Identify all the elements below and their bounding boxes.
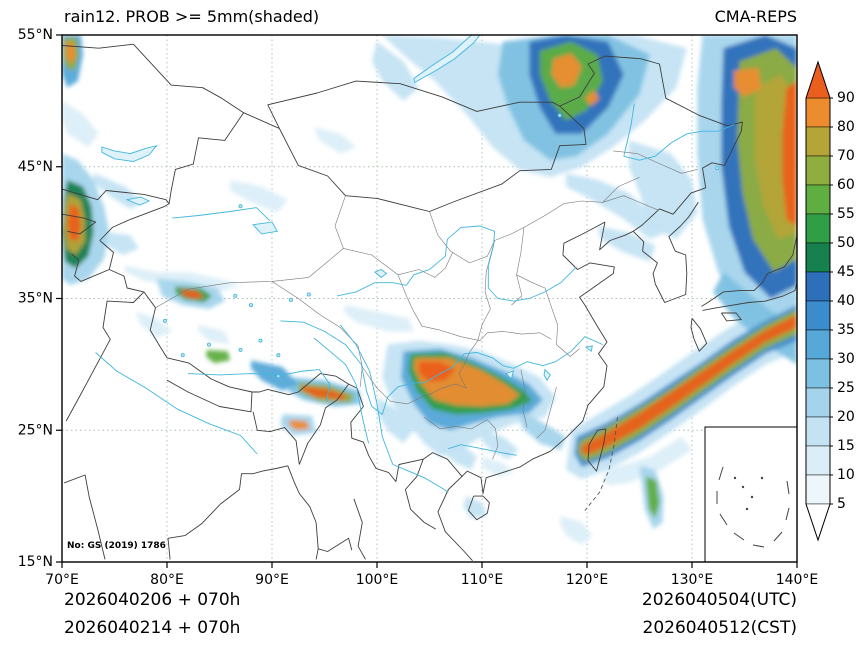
chart-title: rain12. PROB >= 5mm(shaded) xyxy=(64,7,320,26)
watermark-license: No: GS (2019) 1786 xyxy=(67,541,166,551)
colorbar-tick-label: 80 xyxy=(837,119,855,135)
colorbar-tick-label: 35 xyxy=(837,322,855,338)
lat-tick-label: 15°N xyxy=(18,554,53,570)
colorbar-tick-label: 45 xyxy=(837,264,855,280)
lat-tick-label: 55°N xyxy=(18,27,53,43)
probability-shading-layer xyxy=(62,35,797,545)
colorbar-tick-label: 10 xyxy=(837,467,855,483)
colorbar-tick-label: 55 xyxy=(837,206,855,222)
lat-tick-label: 45°N xyxy=(18,159,53,175)
colorbar-under-arrow xyxy=(805,503,831,541)
init-time-cst: 2026040214 + 070h xyxy=(64,618,241,638)
province-borders-layer xyxy=(155,150,698,460)
map-clipped-content xyxy=(62,35,797,562)
south-china-sea-inset xyxy=(704,426,797,562)
lon-tick-label: 130°E xyxy=(671,572,714,588)
lat-tick-label: 35°N xyxy=(18,291,53,307)
valid-time-utc: 2026040504(UTC) xyxy=(641,590,797,610)
init-time-utc: 2026040206 + 070h xyxy=(64,590,241,610)
colorbar-tick-label: 50 xyxy=(837,235,855,251)
colorbar-tick-label: 90 xyxy=(837,90,855,106)
lon-tick-label: 100°E xyxy=(356,572,399,588)
model-name: CMA-REPS xyxy=(714,7,797,26)
lon-tick-label: 90°E xyxy=(255,572,289,588)
colorbar: 5 10 15 20 25 30 35 40 45 50 55 60 70 80 90 xyxy=(805,60,855,542)
country-borders-layer xyxy=(62,43,797,562)
valid-time-cst: 2026040512(CST) xyxy=(642,618,797,638)
colorbar-tick-label: 60 xyxy=(837,177,855,193)
colorbar-tick-label: 30 xyxy=(837,351,855,367)
lon-tick-label: 140°E xyxy=(776,572,819,588)
lat-tick-label: 25°N xyxy=(18,422,53,438)
lon-tick-label: 120°E xyxy=(566,572,609,588)
colorbar-over-arrow xyxy=(805,61,831,99)
colorbar-tick-label: 70 xyxy=(837,148,855,164)
colorbar-tick-label: 40 xyxy=(837,293,855,309)
dashed-boundary-line xyxy=(584,417,618,511)
lon-tick-label: 70°E xyxy=(45,572,79,588)
lon-tick-label: 110°E xyxy=(461,572,504,588)
colorbar-tick-label: 5 xyxy=(837,496,846,512)
axes: 55°N 45°N 35°N 25°N 15°N 70°E 80°E 90°E 100°E 110… xyxy=(18,27,819,588)
colorbar-tick-label: 15 xyxy=(837,438,855,454)
lon-tick-label: 80°E xyxy=(150,572,184,588)
colorbar-tick-label: 25 xyxy=(837,380,855,396)
rivers-lakes-layer xyxy=(95,35,735,493)
colorbar-tick-label: 20 xyxy=(837,409,855,425)
